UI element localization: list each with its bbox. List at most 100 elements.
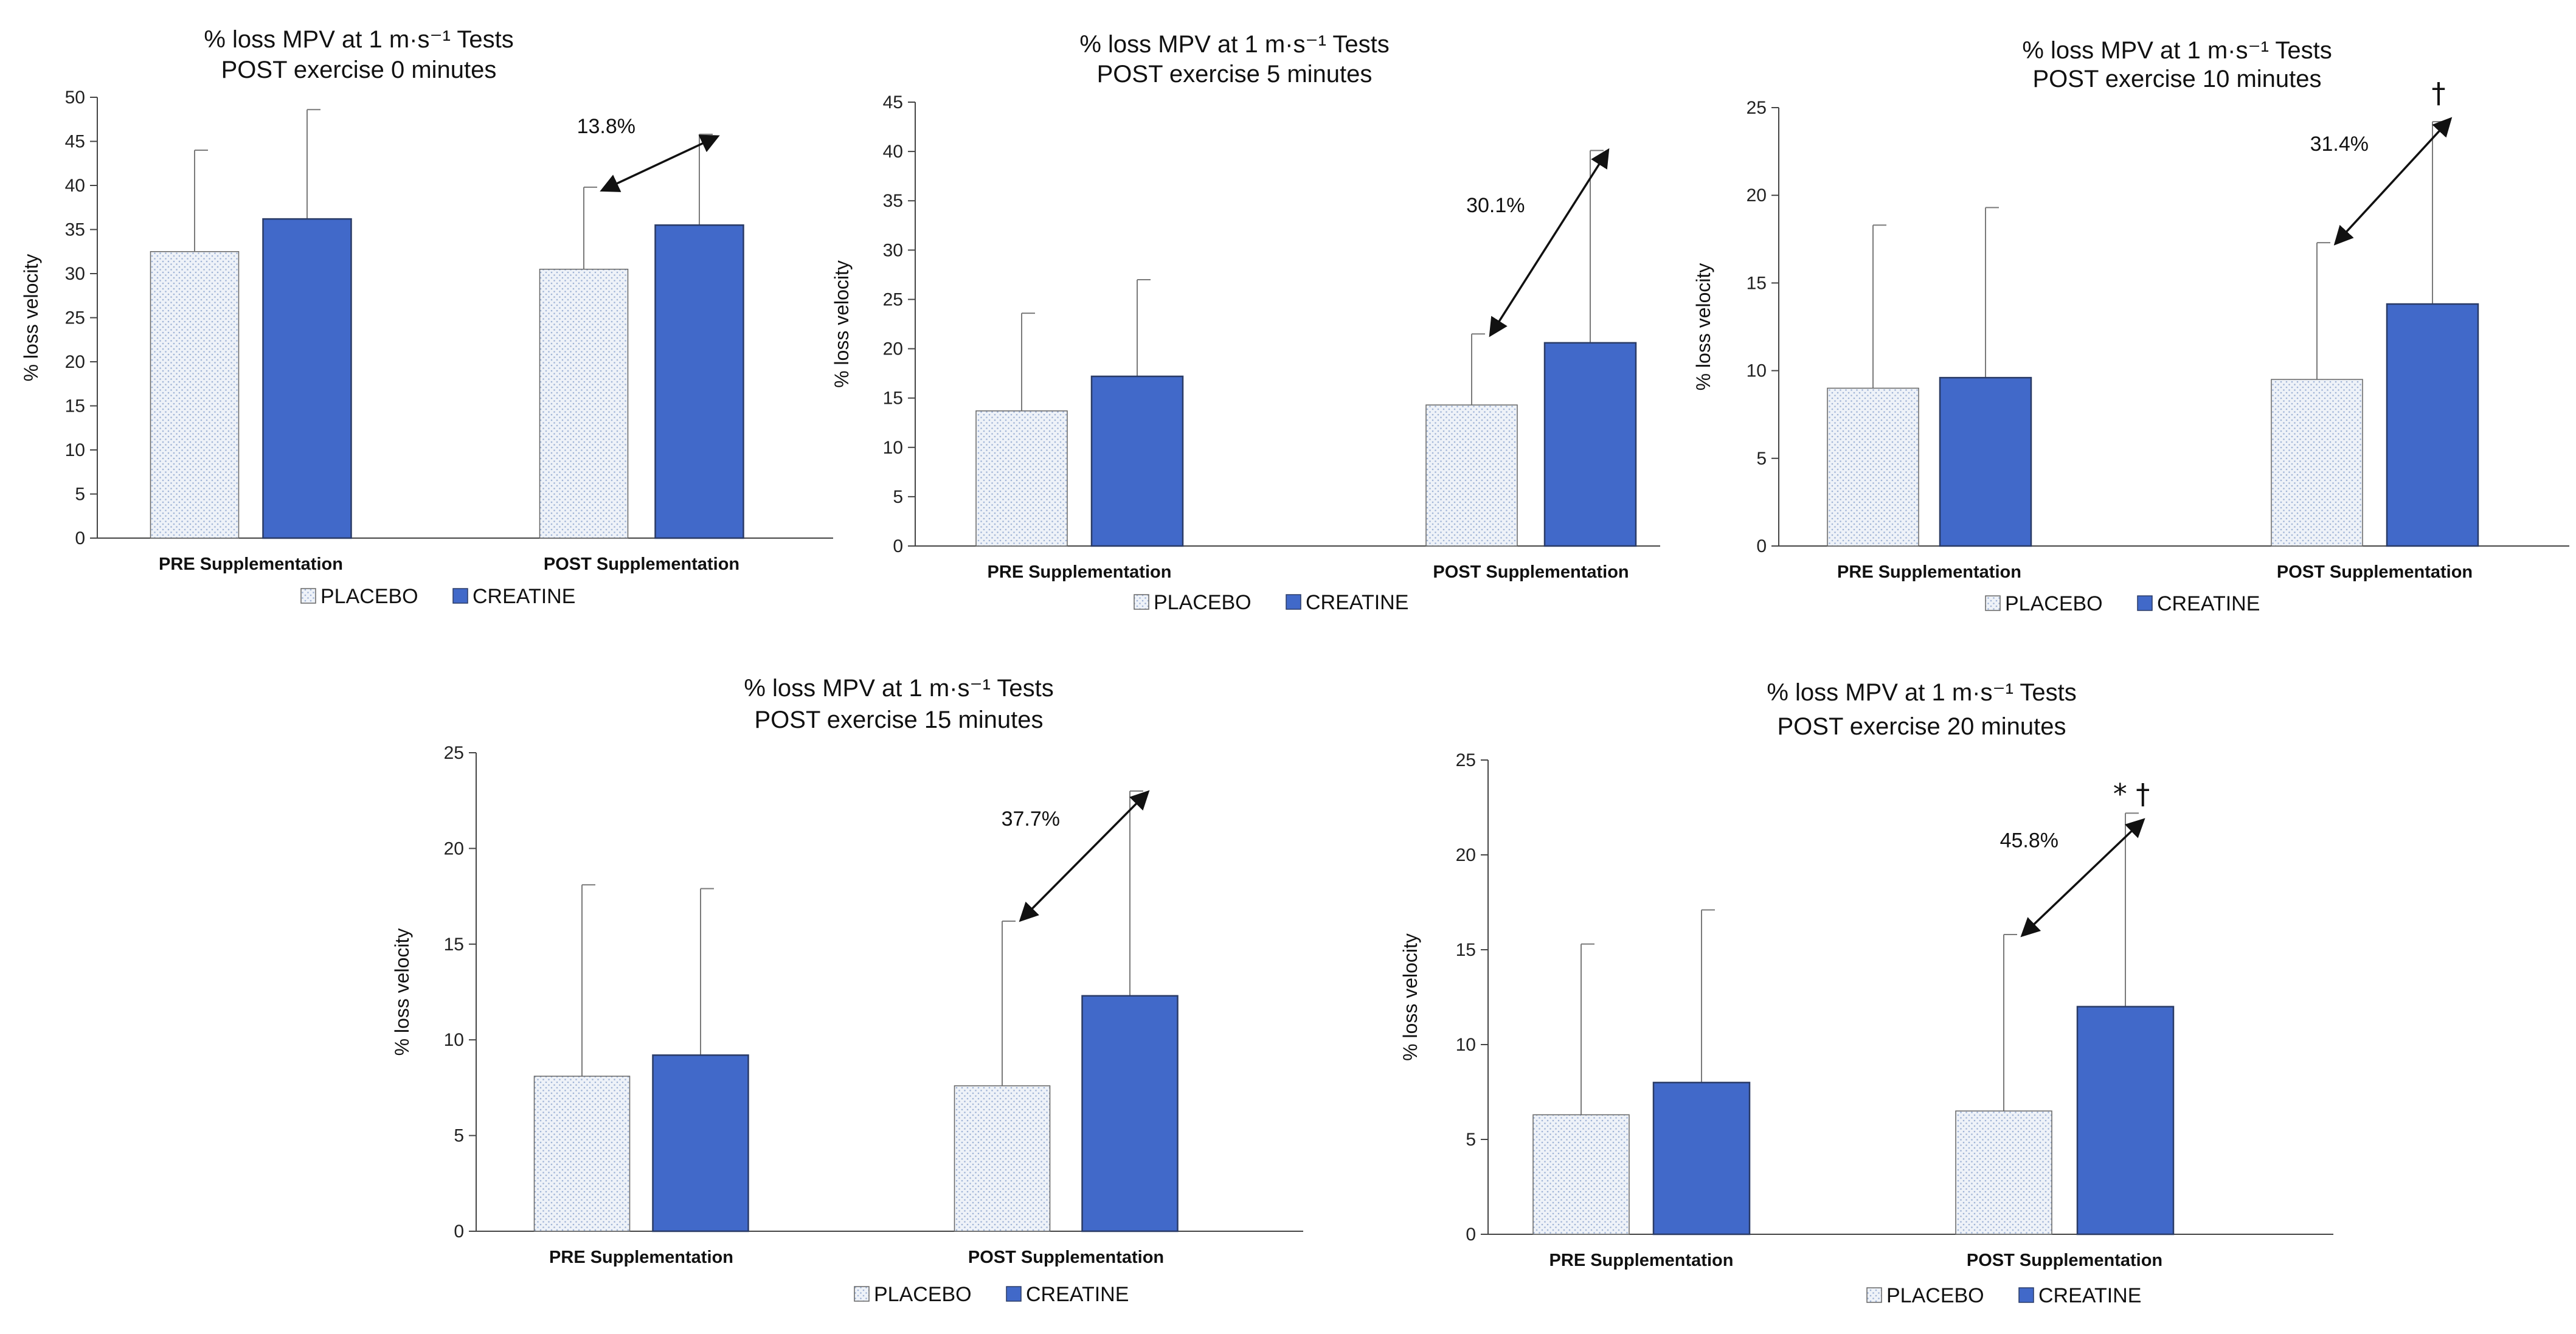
y-tick-label: 25 bbox=[65, 308, 85, 328]
significance-marker: * † bbox=[2113, 778, 2150, 810]
y-tick-label: 15 bbox=[1456, 940, 1476, 960]
y-tick-label: 15 bbox=[65, 396, 85, 416]
chart-subtitle: POST exercise 5 minutes bbox=[1097, 61, 1373, 88]
chart-subtitle: POST exercise 0 minutes bbox=[221, 57, 497, 83]
chart-subtitle: POST exercise 10 minutes bbox=[2032, 66, 2321, 92]
y-tick-label: 5 bbox=[75, 485, 85, 505]
bar-placebo bbox=[150, 251, 240, 539]
bar-placebo bbox=[975, 410, 1068, 547]
y-tick-label: 30 bbox=[883, 240, 903, 260]
y-axis-label: % loss velocity bbox=[391, 928, 413, 1056]
annotation-arrow bbox=[2020, 818, 2145, 938]
annotation-arrow bbox=[600, 134, 720, 192]
annotation-arrow bbox=[1489, 148, 1610, 337]
annotation-arrow bbox=[2333, 117, 2453, 246]
y-tick-label: 15 bbox=[883, 389, 903, 409]
legend-swatch-creatine bbox=[1006, 1286, 1022, 1302]
legend-swatch-placebo bbox=[854, 1286, 870, 1302]
y-tick-label: 35 bbox=[883, 191, 903, 211]
y-tick-label: 5 bbox=[893, 487, 903, 507]
bar-placebo bbox=[539, 269, 629, 539]
legend-swatch-creatine bbox=[1286, 594, 1301, 610]
chart-legend: PLACEBO CREATINE bbox=[1866, 1284, 2141, 1307]
y-tick-label: 20 bbox=[883, 339, 903, 359]
chart-panel-4: % loss MPV at 1 m·s⁻¹ Tests POST exercise… bbox=[391, 675, 1303, 1306]
chart-title: % loss MPV at 1 m·s⁻¹ Tests bbox=[2022, 37, 2332, 64]
chart-legend: PLACEBO CREATINE bbox=[300, 585, 575, 608]
legend-label-placebo: PLACEBO bbox=[1886, 1284, 1984, 1307]
legend-label-creatine: CREATINE bbox=[2157, 592, 2260, 615]
percent-change-label: 30.1% bbox=[1466, 194, 1525, 217]
y-tick-label: 15 bbox=[1747, 273, 1767, 293]
y-tick-label: 10 bbox=[444, 1030, 464, 1050]
y-axis-label: % loss velocity bbox=[831, 260, 853, 388]
x-category-label: PRE Supplementation bbox=[549, 1248, 733, 1267]
chart-panel-2: % loss MPV at 1 m·s⁻¹ Tests POST exercise… bbox=[831, 31, 1660, 614]
y-tick-label: 40 bbox=[883, 142, 903, 162]
x-category-label: POST Supplementation bbox=[1433, 562, 1629, 582]
legend-label-placebo: PLACEBO bbox=[874, 1283, 972, 1306]
bar-placebo bbox=[954, 1085, 1051, 1232]
x-category-label: POST Supplementation bbox=[1967, 1251, 2162, 1270]
x-category-label: POST Supplementation bbox=[2277, 562, 2473, 582]
x-category-label: POST Supplementation bbox=[544, 555, 739, 574]
legend-label-creatine: CREATINE bbox=[1306, 591, 1408, 614]
y-tick-label: 15 bbox=[444, 935, 464, 955]
bar-placebo bbox=[1425, 404, 1518, 547]
percent-change-label: 13.8% bbox=[577, 115, 635, 138]
x-category-label: POST Supplementation bbox=[968, 1248, 1164, 1267]
y-tick-label: 5 bbox=[454, 1126, 464, 1146]
bar-creatine bbox=[1090, 375, 1184, 547]
chart-title: % loss MPV at 1 m·s⁻¹ Tests bbox=[1079, 31, 1389, 58]
legend-label-creatine: CREATINE bbox=[2038, 1284, 2141, 1307]
y-tick-label: 5 bbox=[1466, 1130, 1476, 1150]
chart-title: % loss MPV at 1 m·s⁻¹ Tests bbox=[744, 675, 1053, 702]
y-tick-label: 20 bbox=[1747, 185, 1767, 206]
y-tick-label: 0 bbox=[1756, 536, 1767, 556]
bar-creatine bbox=[1543, 342, 1637, 547]
percent-change-label: 31.4% bbox=[2310, 133, 2369, 156]
y-tick-label: 45 bbox=[65, 132, 85, 152]
chart-legend: PLACEBO CREATINE bbox=[1134, 591, 1408, 614]
y-tick-label: 35 bbox=[65, 220, 85, 240]
legend-label-placebo: PLACEBO bbox=[1154, 591, 1252, 614]
legend-label-placebo: PLACEBO bbox=[2005, 592, 2103, 615]
bar-creatine bbox=[262, 218, 352, 539]
bar-creatine bbox=[2386, 303, 2479, 547]
y-tick-label: 0 bbox=[454, 1222, 464, 1242]
legend-swatch-placebo bbox=[300, 588, 316, 604]
chart-subtitle: POST exercise 20 minutes bbox=[1777, 713, 2066, 740]
y-tick-label: 50 bbox=[65, 88, 85, 108]
bar-creatine bbox=[652, 1054, 749, 1232]
y-tick-label: 25 bbox=[883, 289, 903, 309]
y-tick-label: 20 bbox=[1456, 845, 1476, 865]
bar-creatine bbox=[1939, 376, 2032, 547]
x-category-label: PRE Supplementation bbox=[1549, 1251, 1734, 1270]
y-axis-label: % loss velocity bbox=[1692, 263, 1714, 391]
y-tick-label: 20 bbox=[65, 352, 85, 372]
y-tick-label: 10 bbox=[1747, 361, 1767, 381]
y-tick-label: 25 bbox=[1456, 750, 1476, 770]
bar-creatine bbox=[1652, 1082, 1751, 1236]
legend-swatch-placebo bbox=[1134, 594, 1149, 610]
chart-title: % loss MPV at 1 m·s⁻¹ Tests bbox=[204, 26, 513, 53]
chart-subtitle: POST exercise 15 minutes bbox=[754, 707, 1043, 733]
significance-marker: † bbox=[2432, 77, 2446, 109]
x-category-label: PRE Supplementation bbox=[1837, 562, 2021, 582]
bar-creatine bbox=[654, 224, 744, 539]
legend-swatch-placebo bbox=[1985, 595, 2001, 611]
percent-change-label: 45.8% bbox=[2000, 829, 2058, 852]
y-tick-label: 10 bbox=[65, 440, 85, 460]
y-tick-label: 30 bbox=[65, 264, 85, 284]
legend-swatch-placebo bbox=[1866, 1287, 1882, 1303]
y-tick-label: 45 bbox=[883, 92, 903, 112]
y-tick-label: 25 bbox=[1747, 98, 1767, 118]
legend-label-creatine: CREATINE bbox=[1026, 1283, 1129, 1306]
bar-placebo bbox=[1532, 1114, 1630, 1235]
y-tick-label: 10 bbox=[1456, 1035, 1476, 1055]
bar-placebo bbox=[1827, 387, 1919, 547]
chart-panel-1: % loss MPV at 1 m·s⁻¹ Tests POST exercise… bbox=[20, 26, 833, 608]
